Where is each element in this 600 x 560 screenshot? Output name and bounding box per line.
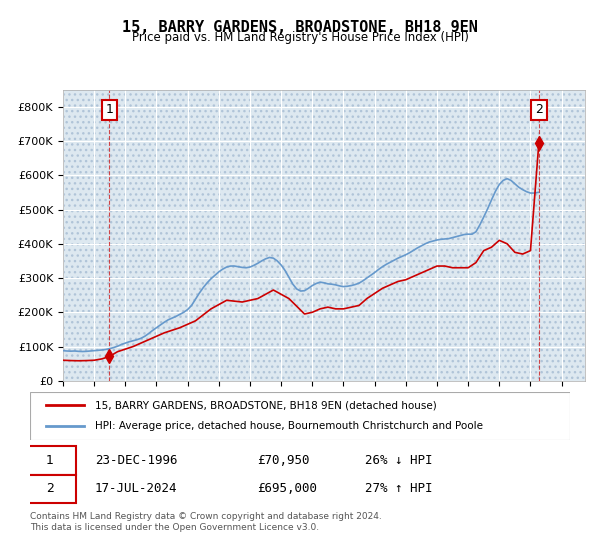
Text: 15, BARRY GARDENS, BROADSTONE, BH18 9EN (detached house): 15, BARRY GARDENS, BROADSTONE, BH18 9EN … xyxy=(95,400,437,410)
FancyBboxPatch shape xyxy=(25,475,76,503)
Text: Price paid vs. HM Land Registry's House Price Index (HPI): Price paid vs. HM Land Registry's House … xyxy=(131,31,469,44)
Text: 1: 1 xyxy=(46,454,54,467)
Text: £695,000: £695,000 xyxy=(257,482,317,495)
Text: HPI: Average price, detached house, Bournemouth Christchurch and Poole: HPI: Average price, detached house, Bour… xyxy=(95,421,483,431)
Text: 2: 2 xyxy=(46,482,54,495)
Text: 1: 1 xyxy=(106,104,113,116)
Text: 17-JUL-2024: 17-JUL-2024 xyxy=(95,482,178,495)
Text: 15, BARRY GARDENS, BROADSTONE, BH18 9EN: 15, BARRY GARDENS, BROADSTONE, BH18 9EN xyxy=(122,20,478,35)
FancyBboxPatch shape xyxy=(30,392,570,440)
Text: Contains HM Land Registry data © Crown copyright and database right 2024.
This d: Contains HM Land Registry data © Crown c… xyxy=(30,512,382,532)
Text: 26% ↓ HPI: 26% ↓ HPI xyxy=(365,454,432,467)
Text: 23-DEC-1996: 23-DEC-1996 xyxy=(95,454,178,467)
Text: 2: 2 xyxy=(535,104,543,116)
Text: £70,950: £70,950 xyxy=(257,454,310,467)
FancyBboxPatch shape xyxy=(25,446,76,475)
Text: 27% ↑ HPI: 27% ↑ HPI xyxy=(365,482,432,495)
